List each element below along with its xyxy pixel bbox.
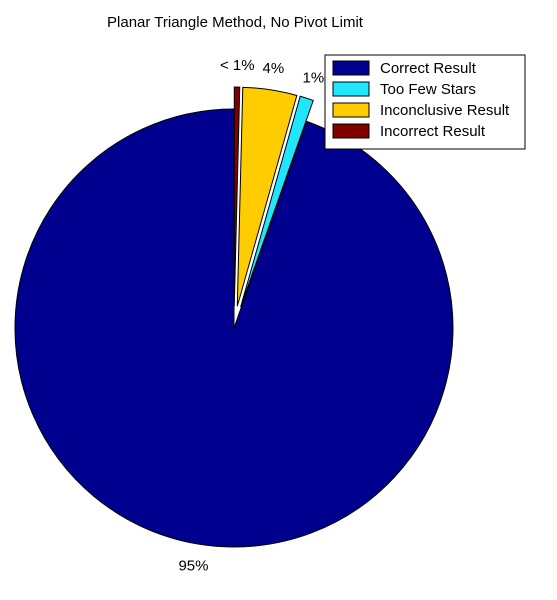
- pie-slice-correct-result: [14, 108, 454, 548]
- percent-label: 4%: [263, 60, 285, 77]
- percent-labels: 95% 1% 4% < 1%: [178, 57, 324, 575]
- legend: Correct Result Too Few Stars Inconclusive …: [324, 54, 526, 150]
- legend-label: Incorrect Result: [380, 123, 486, 140]
- pie-slice-incorrect-result: [233, 86, 241, 307]
- legend-label: Correct Result: [380, 60, 477, 77]
- pie-slices: [14, 86, 454, 548]
- pie-slice-inconclusive-result: [236, 86, 298, 307]
- pie-slice-too-few-stars: [240, 95, 314, 308]
- legend-label: Inconclusive Result: [380, 102, 510, 119]
- legend-entries: Correct Result Too Few Stars Inconclusive …: [332, 60, 510, 140]
- legend-label: Too Few Stars: [380, 81, 476, 98]
- legend-swatch: [332, 102, 370, 118]
- chart-title: Planar Triangle Method, No Pivot Limit: [107, 14, 364, 31]
- legend-swatch: [332, 81, 370, 97]
- percent-label: < 1%: [220, 57, 255, 74]
- legend-swatch: [332, 123, 370, 139]
- percent-label: 95%: [178, 558, 208, 575]
- percent-label: 1%: [303, 69, 325, 86]
- legend-swatch: [332, 60, 370, 76]
